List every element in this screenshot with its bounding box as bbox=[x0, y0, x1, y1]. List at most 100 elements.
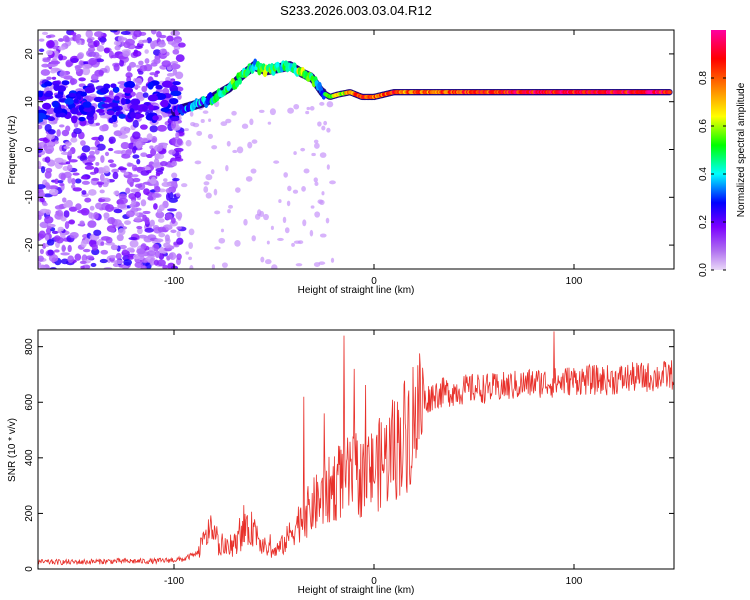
spectrogram-cell bbox=[141, 85, 148, 93]
spectrogram-cell bbox=[134, 183, 143, 188]
spectrogram-cell bbox=[122, 249, 128, 253]
spectrogram-cell bbox=[202, 110, 209, 114]
spectrogram-cell bbox=[62, 35, 70, 42]
spectrogram-cell bbox=[113, 130, 123, 137]
spectrogram-cell bbox=[136, 248, 146, 255]
spectrogram-cell bbox=[267, 121, 272, 125]
spectrogram-cell bbox=[175, 132, 180, 138]
spectrogram-cell bbox=[277, 237, 284, 241]
spectrogram-cell bbox=[95, 108, 105, 113]
spectrogram-cell bbox=[83, 61, 89, 65]
spectrogram-cell bbox=[159, 246, 165, 254]
spectrogram-cell bbox=[54, 249, 60, 253]
spectrogram-cell bbox=[65, 161, 71, 165]
spectrogram-cell bbox=[71, 178, 76, 185]
colorbar-label: Normalized spectral amplitude bbox=[736, 82, 747, 217]
spectrogram-cell bbox=[155, 88, 163, 93]
spectrogram-cell bbox=[110, 244, 119, 251]
spectrogram-cell bbox=[287, 107, 294, 114]
spectrogram-cell bbox=[326, 127, 331, 133]
spectrogram-cell bbox=[213, 188, 218, 196]
spectrogram-cell bbox=[160, 99, 169, 108]
spectrogram-cell bbox=[170, 217, 176, 224]
spectrogram-cell bbox=[139, 65, 148, 72]
spectrogram-cell bbox=[39, 248, 44, 255]
spectrogram-cell bbox=[175, 54, 185, 63]
spectrogram-cell bbox=[60, 151, 70, 155]
spectrogram-cell bbox=[119, 126, 130, 134]
spectrogram-cell bbox=[62, 197, 67, 203]
spectrogram-cell bbox=[134, 261, 144, 268]
snr-y-label: SNR (10 * v/v) bbox=[7, 418, 18, 482]
spectrogram-cell bbox=[39, 221, 49, 229]
spectrogram-cell bbox=[241, 123, 249, 129]
spectrogram-cell bbox=[225, 118, 232, 124]
y-tick-label: 0 bbox=[24, 566, 35, 572]
spectrogram-cell bbox=[155, 93, 167, 101]
spectrogram-cell bbox=[86, 49, 95, 57]
spectrogram-cell bbox=[103, 212, 110, 219]
spectrogram-cell bbox=[79, 260, 87, 265]
spectrogram-cell bbox=[175, 192, 180, 198]
spectrogram-cell bbox=[161, 181, 172, 188]
spectrogram-cell bbox=[58, 38, 64, 42]
spectrogram-cell bbox=[129, 239, 139, 248]
spectrogram-cell bbox=[168, 197, 178, 203]
spectrogram-cell bbox=[211, 145, 218, 150]
spectrogram-cell bbox=[98, 134, 104, 142]
spectrogram-cell bbox=[165, 192, 171, 201]
spectrogram-cell bbox=[163, 178, 168, 182]
spectrogram-cell bbox=[99, 115, 110, 119]
spectrogram-cell bbox=[203, 186, 209, 193]
spectrogram-cell bbox=[82, 248, 91, 253]
spectrogram-cell bbox=[44, 156, 51, 163]
colorbar: 0.0 0.2 0.4 0.6 0.8 Normalized spectral ampl… bbox=[698, 30, 747, 277]
spectrogram-cell bbox=[136, 225, 143, 230]
spectrogram-cell bbox=[93, 96, 104, 103]
spectrogram-cell bbox=[79, 220, 85, 226]
spectrogram-cell bbox=[88, 189, 97, 196]
spectrogram-cell bbox=[90, 73, 99, 82]
spectrogram-cell bbox=[135, 77, 143, 86]
colorbar-tick-label: 0.0 bbox=[698, 263, 709, 277]
spectrogram-cell bbox=[95, 122, 100, 126]
spectrogram-cell bbox=[154, 238, 164, 243]
spectrogram-cell bbox=[80, 176, 88, 180]
spectrogram-cell bbox=[260, 256, 265, 263]
spectrogram-cell bbox=[132, 119, 139, 128]
spectrogram-cell bbox=[93, 229, 102, 236]
spectrogram-cell bbox=[295, 263, 303, 267]
spectrogram-cell bbox=[113, 95, 120, 101]
spectrogram-cell bbox=[154, 250, 161, 259]
spectrogram-cell bbox=[165, 76, 171, 82]
spectrogram-cell bbox=[188, 228, 195, 236]
colorbar-tick-label: 0.8 bbox=[698, 71, 709, 85]
spectrogram-cell bbox=[134, 167, 144, 171]
spectrogram-cell bbox=[85, 255, 94, 260]
spectrogram-cell bbox=[189, 265, 194, 269]
spectrogram-cell bbox=[319, 233, 327, 238]
spectrogram-cell bbox=[85, 30, 93, 38]
spectrogram-cell bbox=[251, 235, 256, 242]
spectrogram-cell bbox=[125, 149, 133, 156]
spectrogram-cell bbox=[297, 240, 304, 245]
spectrogram-cell bbox=[58, 112, 67, 118]
spectrogram-cell bbox=[100, 155, 105, 163]
spectrogram-cell bbox=[133, 30, 142, 38]
spectrogram-cell bbox=[118, 197, 128, 205]
spectrogram-cell bbox=[117, 167, 128, 171]
spectrogram-cell bbox=[58, 46, 66, 51]
spectrogram-cell bbox=[99, 124, 108, 132]
spectrogram-cell bbox=[60, 216, 67, 222]
spectrogram-cell bbox=[67, 244, 72, 253]
spectrogram-cell bbox=[214, 210, 221, 215]
spectrogram-cell bbox=[118, 113, 126, 119]
spectrogram-cell bbox=[306, 106, 311, 111]
spectrogram-cell bbox=[40, 166, 46, 174]
spectrogram-cell bbox=[314, 181, 319, 187]
spectrogram-cell bbox=[84, 162, 94, 166]
spectrogram-cell bbox=[236, 146, 244, 154]
y-tick-label: 600 bbox=[24, 393, 35, 410]
snr-x-ticks: -100 0 100 bbox=[164, 330, 583, 587]
spectrogram-cell bbox=[89, 146, 99, 150]
